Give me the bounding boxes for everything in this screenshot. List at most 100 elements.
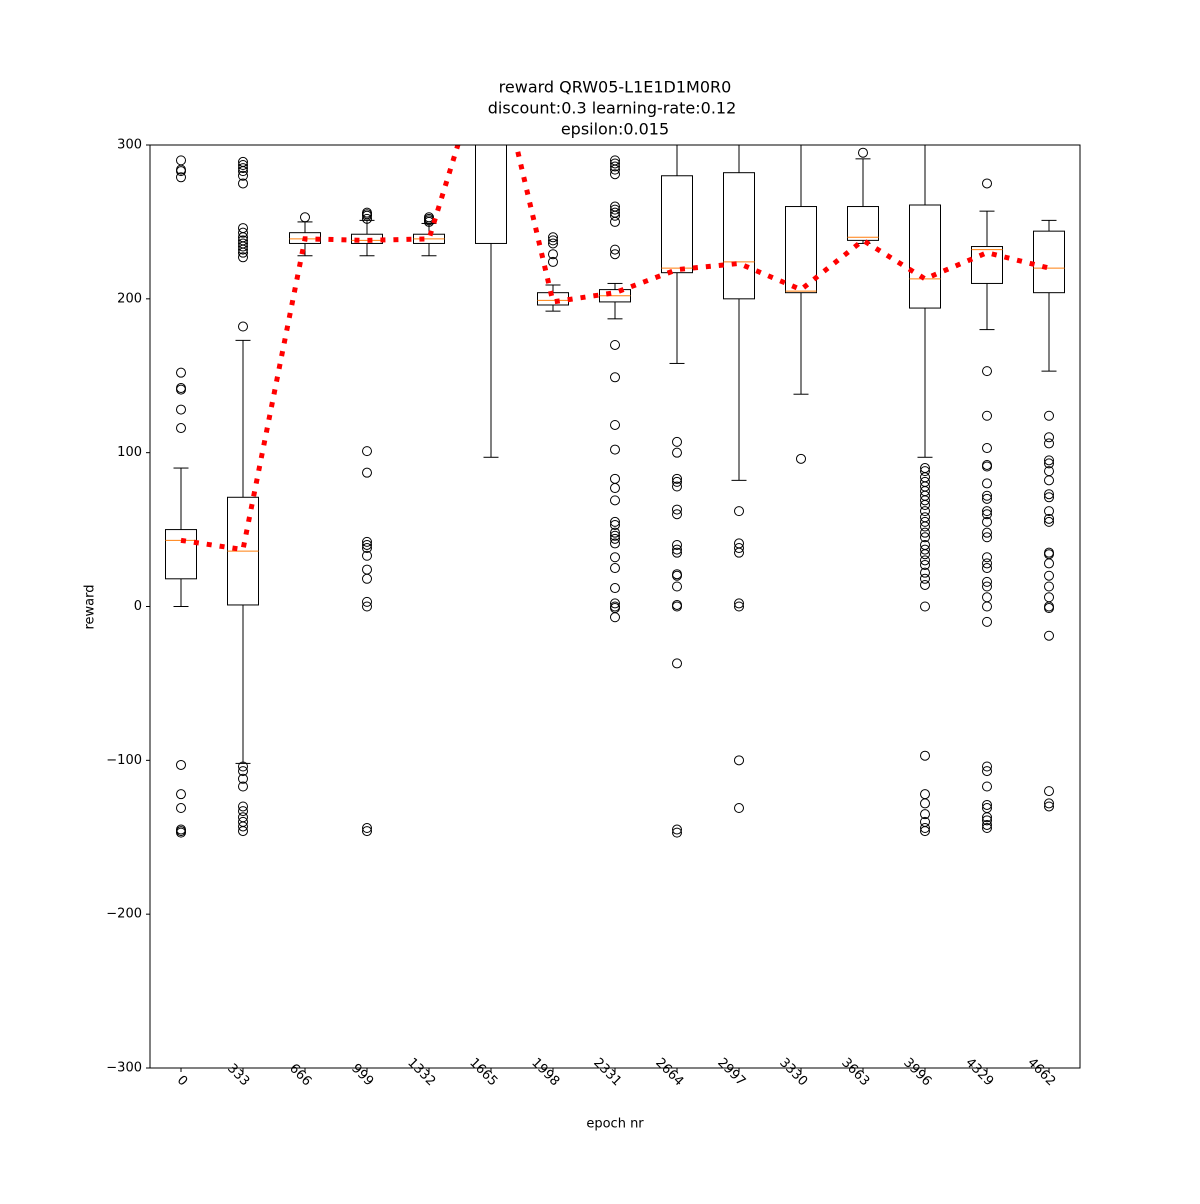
outlier [982,558,992,569]
outlier [982,812,992,823]
outlier [238,826,248,837]
outlier [672,447,682,458]
outlier [610,598,620,609]
outlier [610,583,620,594]
outlier [362,550,372,561]
outlier [238,321,248,332]
outlier [238,166,248,177]
outlier [176,384,186,395]
outlier [238,773,248,784]
outlier [238,170,248,181]
outlier [362,446,372,457]
outlier [362,543,372,554]
outlier [1044,581,1054,592]
outlier [672,473,682,484]
outlier [548,249,558,260]
outlier [982,516,992,527]
outlier [300,212,310,223]
outlier [672,544,682,555]
outlier [982,506,992,517]
outlier [1044,438,1054,449]
outlier [982,478,992,489]
chart-subtitle: discount:0.3 learning-rate:0.12 [488,99,737,118]
outlier [734,506,744,517]
outlier [610,164,620,175]
outlier [672,504,682,515]
outlier [548,235,558,246]
outlier [610,169,620,180]
outlier [1044,558,1054,569]
outlier [610,244,620,255]
outlier [362,536,372,547]
outlier [858,147,868,158]
y-tick-label: 300 [117,138,142,153]
outlier [920,573,930,584]
outlier [734,547,744,558]
outlier [548,232,558,243]
outlier [672,547,682,558]
outlier [362,601,372,612]
outlier [982,410,992,421]
outlier [982,509,992,520]
outlier [672,658,682,669]
box [723,172,755,300]
outlier [176,759,186,770]
outlier [920,516,930,527]
outlier [610,527,620,538]
outlier [1044,492,1054,503]
outlier [1044,570,1054,581]
outlier [920,823,930,834]
box [475,145,507,244]
y-tick-label: −200 [106,907,142,922]
outlier [610,161,620,172]
outlier [176,423,186,434]
outlier [610,158,620,169]
outlier [238,241,248,252]
outlier [362,539,372,550]
outlier [1044,458,1054,469]
outlier [1044,630,1054,641]
outlier [610,339,620,350]
outlier [1044,786,1054,797]
outlier [610,249,620,260]
outlier [982,443,992,454]
outlier [920,601,930,612]
outlier [176,172,186,183]
outlier [610,495,620,506]
outlier [1044,475,1054,486]
outlier [176,404,186,415]
x-axis-label: epoch nr [586,1117,644,1132]
outlier [362,467,372,478]
outlier [238,159,248,170]
outlier [1044,455,1054,466]
outlier [1044,410,1054,421]
outlier [238,766,248,777]
outlier [610,563,620,574]
outlier [920,532,930,543]
outlier [610,204,620,215]
outlier [982,601,992,612]
outlier [982,490,992,501]
y-tick-label: −300 [106,1061,142,1076]
outlier [1044,489,1054,500]
chart-title: reward QRW05-L1E1D1M0R0 [499,78,732,97]
box [661,175,693,274]
outlier [238,781,248,792]
outlier [238,821,248,832]
outlier [982,823,992,834]
outlier [982,576,992,587]
outlier [238,178,248,189]
outlier [610,552,620,563]
box [971,246,1003,284]
outlier [982,552,992,563]
box [289,232,321,244]
outlier [982,761,992,772]
outlier [610,533,620,544]
outlier [920,549,930,560]
outlier [362,213,372,224]
outlier [610,419,620,430]
outlier [362,210,372,221]
outlier [1044,513,1054,524]
